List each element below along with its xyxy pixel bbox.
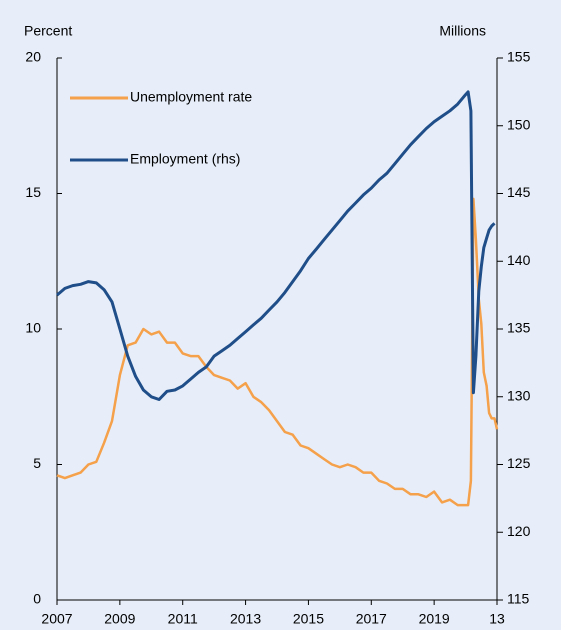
x-tick-label: 13 [489,611,505,627]
y2-tick-label: 140 [507,252,531,268]
x-tick-label: 2011 [168,611,198,627]
legend-label: Unemployment rate [130,89,252,105]
series-line [56,90,496,401]
y-tick-label: 15 [25,184,41,200]
x-tick-label: 2015 [293,611,324,627]
y2-tick-label: 135 [507,320,531,336]
y2-tick-label: 130 [507,387,531,403]
y2-tick-label: 155 [507,49,531,65]
x-tick-label: 2017 [356,611,387,627]
y2-tick-label: 145 [507,184,531,200]
y2-tick-label: 120 [507,523,531,539]
series-line [56,197,499,507]
x-tick-label: 2009 [104,611,135,627]
x-tick-label: 2007 [41,611,72,627]
y2-tick-label: 150 [507,116,531,132]
y-axis-label: Percent [24,23,72,39]
y2-axis-label: Millions [439,23,486,39]
y2-tick-label: 115 [507,591,530,607]
y-tick-label: 5 [33,455,41,471]
y-tick-label: 20 [25,49,41,65]
y-tick-label: 10 [25,320,41,336]
y-tick-label: 0 [33,591,41,607]
y2-tick-label: 125 [507,455,531,471]
legend-label: Employment (rhs) [130,151,240,167]
x-tick-label: 2013 [230,611,261,627]
x-tick-label: 2019 [419,611,450,627]
